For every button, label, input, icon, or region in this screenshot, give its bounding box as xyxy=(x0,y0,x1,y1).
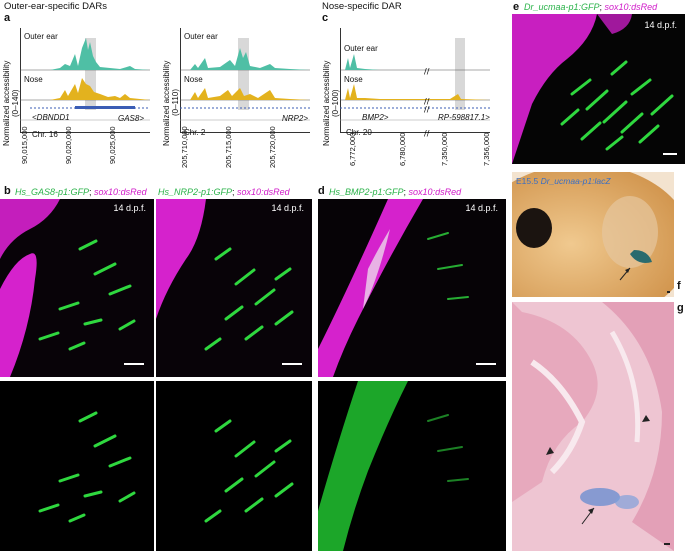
caption-b1: Hs_GAS8-p1:GFP; sox10:dsRed xyxy=(15,187,147,197)
scale-bar-d xyxy=(476,363,496,365)
track-a1-chrom: Chr. 16 xyxy=(32,130,58,139)
track-a1-ticks: 90,015,000 90,020,000 90,025,000 xyxy=(20,126,162,178)
track-a2-ylabel: Normalized accessibility (0–110) xyxy=(162,60,180,146)
tick-label: 205,720,000 xyxy=(268,126,277,168)
track-c-nose-label: Nose xyxy=(344,75,363,84)
track-a2-nose-label: Nose xyxy=(184,75,203,84)
stage-e: 14 d.p.f. xyxy=(644,20,677,30)
scale-bar-b2 xyxy=(282,363,302,365)
panel-label-b: b xyxy=(4,185,11,197)
track-a1-ear-label: Outer ear xyxy=(24,32,58,41)
track-a1-plot xyxy=(20,28,150,133)
track-a2-plot xyxy=(180,28,310,133)
panel-label-c: c xyxy=(322,12,329,24)
tick-label: 205,710,000 xyxy=(180,126,189,168)
track-a1-gene-right: GAS8> xyxy=(118,114,145,123)
stage-b2: 14 d.p.f. xyxy=(271,203,304,213)
track-a2-ticks: 205,710,000 205,715,000 205,720,000 xyxy=(180,126,322,178)
tick-label: 90,025,000 xyxy=(108,126,117,164)
image-g xyxy=(512,302,674,551)
track-c: Normalized accessibility (0–100) // // /… xyxy=(320,28,510,148)
image-f: E15.5 Dr_ucmaa-p1:lacZ xyxy=(512,172,674,297)
panel-label-e: e xyxy=(513,1,520,13)
track-c-ylabel: Normalized accessibility (0–100) xyxy=(322,60,340,146)
track-a1-gene-left: <DBNDD1 xyxy=(32,113,70,122)
track-c-ticks: 6,772,000 6,780,000 7,350,000 7,356,000 xyxy=(342,133,512,178)
panel-label-d: d xyxy=(318,185,325,197)
image-e: 14 d.p.f. xyxy=(512,14,685,164)
panel-label-a: a xyxy=(4,12,11,24)
track-a1-ylabel: Normalized accessibility (0–140) xyxy=(2,60,20,146)
heading-a: Outer-ear-specific DARs xyxy=(4,1,107,12)
heading-c: Nose-specific DAR xyxy=(322,1,402,12)
image-d-gfp xyxy=(318,381,506,551)
tick-label: 6,780,000 xyxy=(398,132,407,166)
tick-label: 90,015,000 xyxy=(20,126,29,164)
image-b2-gfp xyxy=(156,381,312,551)
track-a2: Normalized accessibility (0–110) Outer e… xyxy=(160,28,318,148)
stage-d: 14 d.p.f. xyxy=(465,203,498,213)
track-a2-chrom: Chr. 2 xyxy=(184,128,206,137)
panel-label-f: f xyxy=(677,280,681,292)
track-a2-ear-label: Outer ear xyxy=(184,32,218,41)
caption-b2: Hs_NRP2-p1:GFP; sox10:dsRed xyxy=(158,187,290,197)
scale-bar-e xyxy=(663,153,677,155)
image-b2-merge: 14 d.p.f. xyxy=(156,199,312,377)
track-c-chrom: Chr. 20 xyxy=(346,128,372,137)
track-a2-gene-right: NRP2> xyxy=(282,114,309,123)
svg-text://: // xyxy=(424,105,430,114)
tick-label: 205,715,000 xyxy=(224,126,233,168)
track-a1: Normalized accessibility (0–140) Outer e… xyxy=(0,28,160,148)
svg-text://: // xyxy=(424,67,430,76)
panel-label-g: g xyxy=(677,302,684,314)
scale-bar-f xyxy=(667,291,670,293)
caption-e: Dr_ucmaa-p1:GFP; sox10:dsRed xyxy=(524,2,658,12)
stage-b1: 14 d.p.f. xyxy=(113,203,146,213)
track-a1-nose-label: Nose xyxy=(24,75,43,84)
tick-label: 7,350,000 xyxy=(440,132,449,166)
track-c-ear-label: Outer ear xyxy=(344,44,378,53)
tick-label: 6,772,000 xyxy=(348,132,357,166)
tick-label: 7,356,000 xyxy=(482,132,491,166)
track-c-plot: // // // // xyxy=(340,28,490,138)
svg-text://: // xyxy=(424,129,430,138)
caption-f: E15.5 Dr_ucmaa-p1:lacZ xyxy=(516,176,611,186)
scale-bar-b1 xyxy=(124,363,144,365)
tick-label: 90,020,000 xyxy=(64,126,73,164)
image-b1-gfp xyxy=(0,381,154,551)
svg-text://: // xyxy=(424,97,430,106)
image-b1-merge: 14 d.p.f. xyxy=(0,199,154,377)
image-d-merge: 14 d.p.f. xyxy=(318,199,506,377)
scale-bar-g xyxy=(664,543,670,545)
track-c-gene-right: RP-598817.1> xyxy=(438,113,490,122)
track-c-gene-left: BMP2> xyxy=(362,113,389,122)
caption-d: Hs_BMP2-p1:GFP; sox10:dsRed xyxy=(329,187,462,197)
